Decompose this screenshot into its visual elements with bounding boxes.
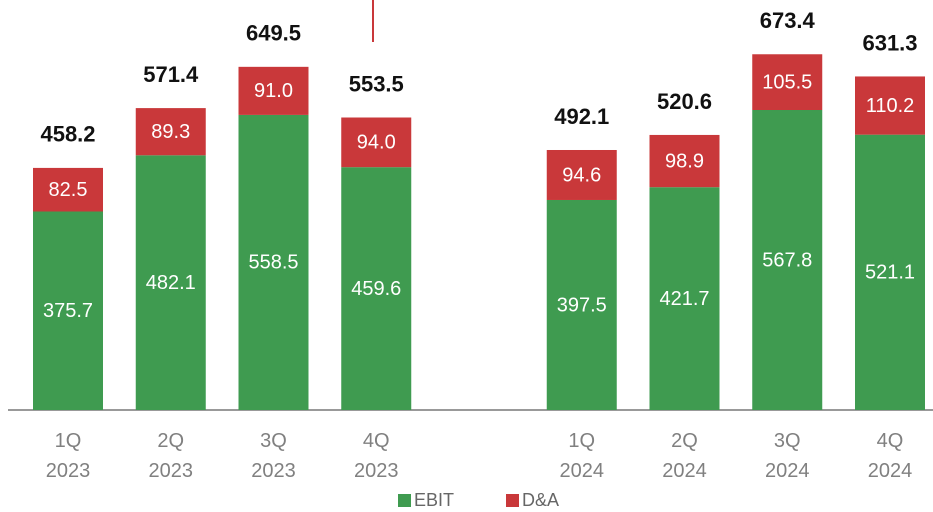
x-tick-label: 3Q 2024 (765, 430, 810, 482)
value-label: 482.1 (146, 272, 196, 294)
total-label: 631.3 (862, 30, 917, 55)
value-label: 91.0 (254, 80, 293, 102)
value-label: 82.5 (49, 179, 88, 201)
x-tick-label: 2Q 2023 (148, 430, 194, 482)
bar-segment (238, 114, 309, 411)
legend-swatch (398, 494, 411, 507)
value-label: 375.7 (43, 300, 93, 322)
x-tick-label: 3Q 2023 (251, 430, 296, 482)
value-label: 397.5 (557, 294, 607, 316)
bar-segment (855, 76, 925, 135)
total-label: 649.5 (246, 21, 301, 46)
total-label: 553.5 (349, 71, 404, 96)
x-tick-label: 1Q 2024 (559, 430, 605, 482)
value-label: 459.6 (351, 278, 401, 300)
bar-segment (135, 108, 206, 156)
value-label: 94.0 (357, 132, 396, 154)
value-label: 567.8 (762, 249, 812, 271)
bar-segment (649, 187, 720, 410)
bar-segment (341, 117, 412, 168)
bar-segment (135, 155, 206, 410)
x-tick-label: 1Q 2023 (45, 430, 91, 482)
total-label: 520.6 (657, 89, 712, 114)
value-label: 558.5 (248, 252, 298, 274)
total-label: 571.4 (143, 62, 199, 87)
value-label: 94.6 (562, 164, 601, 186)
legend-item: EBIT (398, 490, 454, 511)
value-label: 521.1 (865, 262, 915, 284)
value-label: 421.7 (659, 288, 709, 310)
bar-segment (752, 110, 823, 411)
bar-segment (341, 167, 412, 410)
value-label: 98.9 (665, 150, 704, 172)
x-tick-label: 4Q 2024 (867, 430, 913, 482)
bar-segment (855, 134, 925, 410)
total-label: 458.2 (40, 122, 95, 147)
bar-segment (546, 199, 617, 410)
bar-segment (546, 149, 617, 200)
bar-segment (33, 211, 103, 410)
legend-label: D&A (522, 490, 560, 510)
bar-segment (33, 167, 103, 212)
x-tick-label: 2Q 2024 (662, 430, 707, 482)
legend-item: D&A (506, 490, 559, 511)
total-label: 492.1 (554, 104, 609, 129)
total-label: 673.4 (760, 8, 816, 33)
legend-swatch (506, 494, 519, 507)
bar-segment (649, 134, 720, 188)
bar-segment (752, 54, 823, 111)
value-label: 110.2 (866, 95, 915, 117)
legend-label: EBIT (414, 490, 455, 510)
bar-segment (238, 66, 309, 115)
x-tick-label: 4Q 2023 (354, 430, 399, 482)
value-label: 89.3 (151, 121, 190, 143)
value-label: 105.5 (762, 71, 812, 93)
